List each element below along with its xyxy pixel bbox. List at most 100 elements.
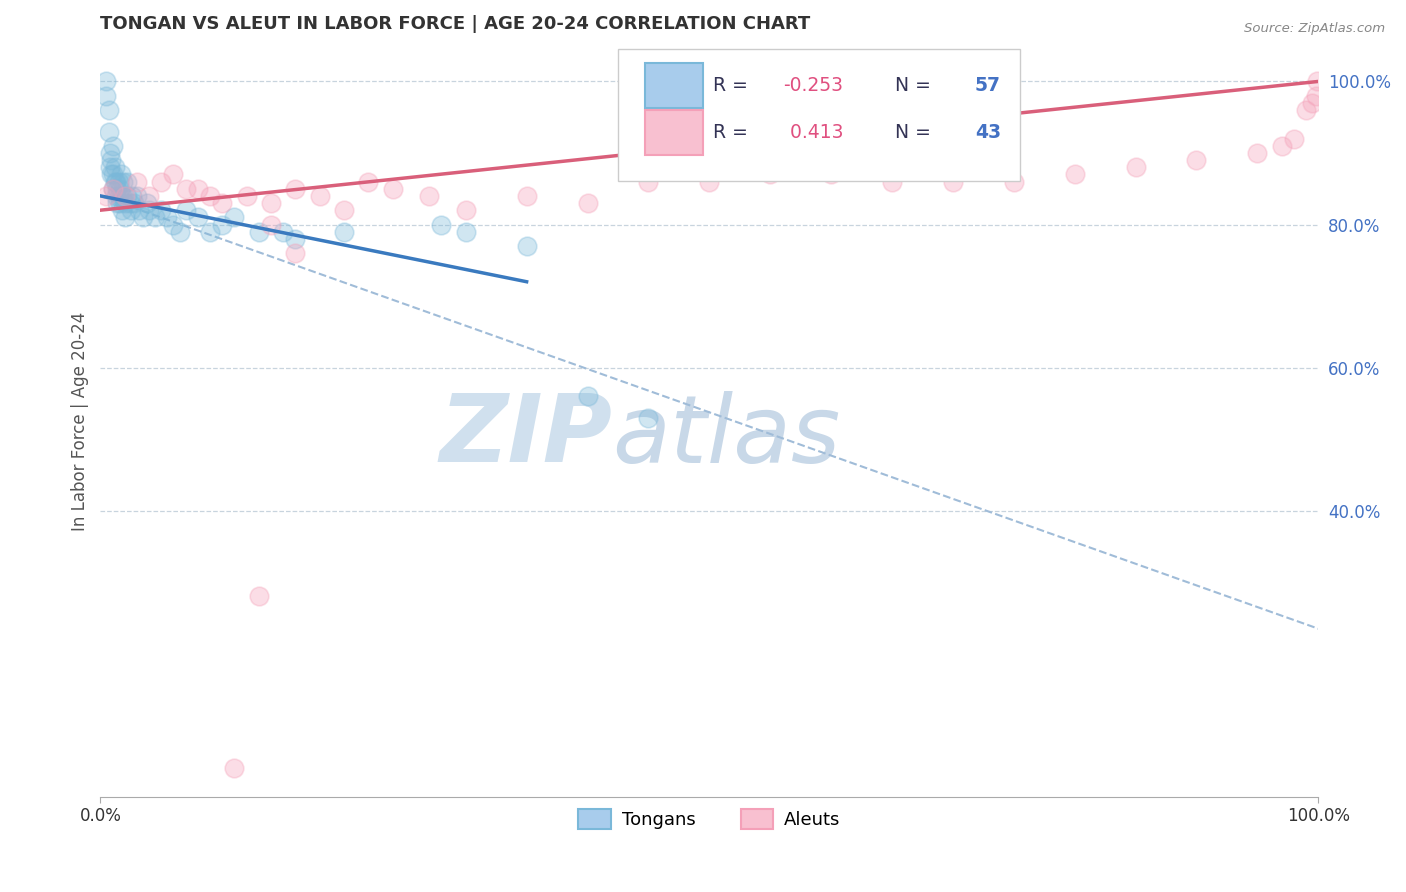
Point (1125, 161, 1147, 175)
Text: 0.413: 0.413 (783, 122, 844, 142)
Point (100, 168, 122, 182)
Point (143, 211, 166, 225)
Text: -0.253: -0.253 (783, 76, 844, 95)
Point (108, 182, 131, 196)
Point (224, 761, 246, 775)
Point (1282, 131, 1305, 145)
Point (1002, 175, 1025, 189)
Point (430, 218, 453, 232)
Point (759, 168, 782, 182)
Point (101, 182, 124, 196)
Point (101, 182, 124, 196)
Point (101, 168, 124, 182)
Point (198, 225, 221, 239)
Text: Source: ZipAtlas.com: Source: ZipAtlas.com (1244, 22, 1385, 36)
Point (96, 74, 118, 88)
Text: atlas: atlas (612, 391, 841, 482)
Point (381, 182, 404, 196)
Point (104, 161, 127, 175)
Point (454, 203, 477, 218)
Point (111, 189, 134, 203)
Point (97, 103, 120, 117)
Point (576, 389, 599, 403)
Text: ZIP: ZIP (439, 390, 612, 483)
Point (105, 175, 128, 189)
Point (1305, 88, 1327, 103)
Legend: Tongans, Aleuts: Tongans, Aleuts (571, 802, 848, 837)
Point (104, 175, 127, 189)
Point (247, 225, 270, 239)
Point (516, 189, 538, 203)
Point (333, 203, 356, 218)
Point (97, 124, 120, 138)
Point (110, 168, 132, 182)
Point (107, 175, 129, 189)
Point (516, 239, 538, 253)
Point (96, 88, 118, 103)
Point (107, 196, 129, 211)
Point (135, 196, 157, 211)
Point (121, 189, 143, 203)
Point (284, 246, 307, 260)
Point (637, 175, 659, 189)
Point (112, 175, 135, 189)
Point (111, 203, 134, 218)
Point (880, 175, 903, 189)
Text: R =: R = (713, 122, 754, 142)
Point (125, 189, 148, 203)
Point (235, 189, 257, 203)
Point (198, 189, 221, 203)
Point (211, 218, 233, 232)
Point (124, 196, 146, 211)
FancyBboxPatch shape (645, 63, 703, 108)
Point (260, 218, 283, 232)
Point (98, 161, 121, 175)
Point (284, 232, 307, 246)
Point (1301, 95, 1323, 110)
Point (114, 211, 136, 225)
Point (162, 168, 184, 182)
Y-axis label: In Labor Force | Age 20-24: In Labor Force | Age 20-24 (72, 311, 89, 531)
Point (576, 196, 599, 211)
Point (150, 203, 173, 218)
Point (187, 182, 209, 196)
Point (1063, 168, 1085, 182)
Point (1246, 145, 1268, 160)
Point (115, 189, 138, 203)
Point (247, 590, 270, 604)
FancyBboxPatch shape (645, 110, 703, 154)
Point (114, 196, 136, 211)
Point (333, 225, 356, 239)
Point (100, 153, 122, 168)
Point (120, 203, 142, 218)
Text: N =: N = (883, 76, 938, 95)
Point (98, 145, 121, 160)
Point (418, 189, 440, 203)
Point (1295, 103, 1317, 117)
Point (187, 211, 209, 225)
Point (107, 182, 129, 196)
Point (128, 203, 150, 218)
Point (174, 182, 197, 196)
Point (260, 196, 283, 211)
Point (271, 225, 294, 239)
Point (169, 225, 191, 239)
Point (1185, 153, 1208, 168)
Point (211, 196, 233, 211)
Point (454, 225, 477, 239)
Point (357, 175, 380, 189)
Point (1306, 74, 1329, 88)
Point (118, 196, 141, 211)
Point (150, 175, 173, 189)
Point (125, 175, 148, 189)
Point (308, 189, 330, 203)
Point (162, 218, 184, 232)
Point (224, 211, 246, 225)
FancyBboxPatch shape (619, 49, 1019, 181)
Text: 43: 43 (974, 122, 1001, 142)
Point (138, 189, 160, 203)
Point (138, 203, 160, 218)
Point (820, 168, 842, 182)
Point (284, 182, 307, 196)
Point (1271, 138, 1294, 153)
